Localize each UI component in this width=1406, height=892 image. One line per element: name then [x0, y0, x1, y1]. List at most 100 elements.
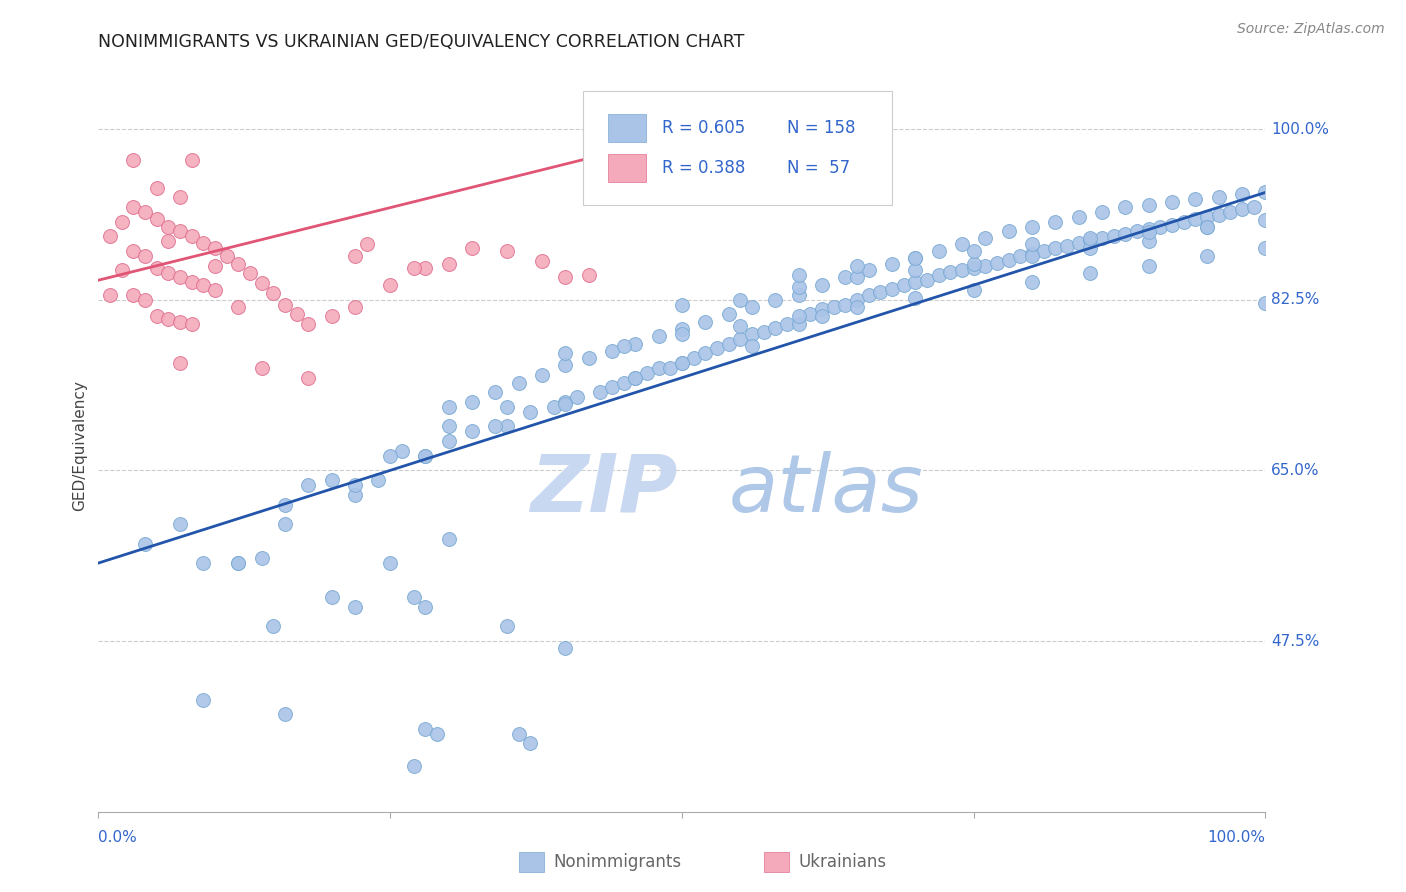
- Point: [671, 356, 693, 370]
- Point: [321, 310, 343, 324]
- Point: [776, 317, 799, 331]
- Point: [157, 234, 180, 248]
- Point: [671, 326, 693, 341]
- Point: [624, 370, 647, 384]
- Text: N =  57: N = 57: [787, 159, 851, 177]
- Point: [228, 556, 250, 570]
- Point: [1137, 226, 1160, 240]
- Point: [1080, 233, 1102, 247]
- Point: [717, 336, 740, 351]
- Point: [928, 244, 950, 258]
- Point: [146, 260, 169, 275]
- Point: [565, 390, 588, 404]
- Point: [169, 190, 191, 204]
- Point: [461, 425, 484, 439]
- Point: [647, 328, 669, 343]
- Point: [811, 278, 834, 293]
- Point: [962, 260, 984, 275]
- Point: [1080, 231, 1102, 245]
- Point: [659, 361, 682, 376]
- Point: [554, 346, 576, 360]
- Text: ZIP: ZIP: [530, 450, 678, 529]
- Point: [193, 278, 215, 293]
- Point: [893, 278, 915, 293]
- Point: [437, 257, 460, 271]
- Point: [413, 449, 436, 463]
- Point: [426, 727, 449, 741]
- Point: [98, 229, 121, 244]
- Text: atlas: atlas: [728, 450, 924, 529]
- Text: 47.5%: 47.5%: [1271, 633, 1320, 648]
- Point: [1219, 205, 1241, 219]
- Point: [1021, 247, 1043, 261]
- Point: [706, 342, 728, 356]
- Point: [250, 551, 273, 566]
- Point: [741, 326, 763, 341]
- Point: [262, 285, 284, 300]
- Point: [146, 211, 169, 226]
- Point: [1021, 275, 1043, 289]
- Point: [1195, 210, 1218, 224]
- Point: [554, 397, 576, 411]
- Y-axis label: GED/Equivalency: GED/Equivalency: [72, 381, 87, 511]
- Point: [799, 307, 821, 321]
- Point: [413, 260, 436, 275]
- Point: [624, 336, 647, 351]
- Point: [204, 259, 226, 273]
- Point: [496, 419, 519, 434]
- Point: [1045, 215, 1067, 229]
- Point: [1056, 239, 1078, 253]
- FancyBboxPatch shape: [519, 852, 544, 872]
- Point: [846, 293, 869, 307]
- Text: Source: ZipAtlas.com: Source: ZipAtlas.com: [1237, 22, 1385, 37]
- Point: [997, 224, 1019, 238]
- Point: [904, 251, 927, 265]
- Point: [228, 556, 250, 570]
- Text: R = 0.605: R = 0.605: [662, 119, 745, 136]
- Point: [763, 293, 786, 307]
- Point: [402, 260, 425, 275]
- Text: R = 0.388: R = 0.388: [662, 159, 745, 177]
- Point: [1091, 231, 1114, 245]
- Point: [262, 619, 284, 633]
- Point: [834, 270, 856, 285]
- Point: [904, 263, 927, 277]
- Point: [880, 282, 903, 296]
- Point: [297, 317, 319, 331]
- Point: [215, 249, 238, 263]
- Point: [193, 692, 215, 706]
- Point: [157, 219, 180, 234]
- Point: [543, 400, 565, 414]
- Point: [157, 266, 180, 280]
- Point: [134, 205, 156, 219]
- Point: [1091, 205, 1114, 219]
- Point: [950, 237, 973, 252]
- Point: [1230, 202, 1253, 216]
- Point: [613, 338, 636, 352]
- Point: [413, 449, 436, 463]
- Point: [671, 322, 693, 336]
- Point: [1032, 244, 1054, 258]
- Point: [380, 278, 402, 293]
- Point: [811, 310, 834, 324]
- Point: [146, 310, 169, 324]
- Point: [578, 268, 600, 283]
- Point: [437, 434, 460, 449]
- Point: [111, 263, 134, 277]
- Point: [367, 473, 389, 487]
- Point: [413, 599, 436, 614]
- Text: 100.0%: 100.0%: [1208, 830, 1265, 845]
- Point: [787, 288, 810, 302]
- Point: [180, 317, 202, 331]
- Point: [1021, 249, 1043, 263]
- Point: [402, 759, 425, 773]
- Point: [274, 516, 297, 531]
- Point: [180, 275, 202, 289]
- Point: [193, 556, 215, 570]
- Point: [1021, 219, 1043, 234]
- Point: [204, 283, 226, 297]
- Point: [962, 283, 984, 297]
- Point: [344, 300, 367, 314]
- Point: [204, 241, 226, 255]
- Point: [122, 200, 145, 214]
